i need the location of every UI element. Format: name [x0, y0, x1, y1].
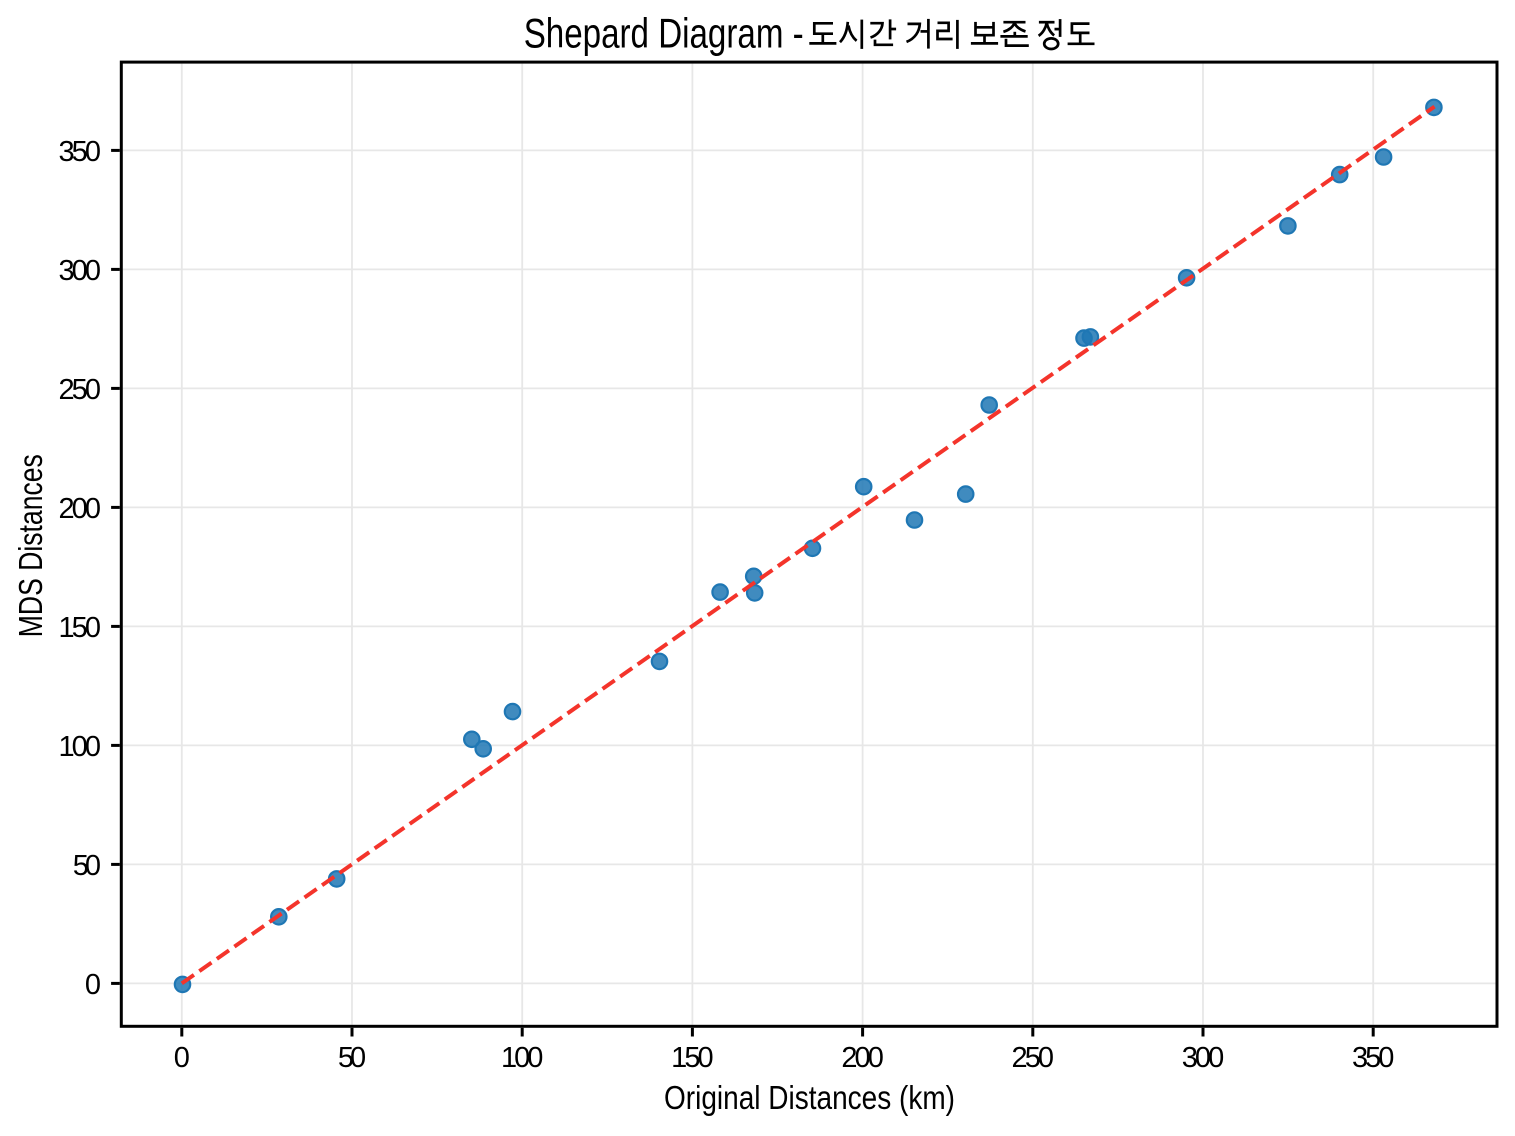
svg-text:250: 250 — [59, 374, 102, 406]
svg-text:250: 250 — [1012, 1042, 1055, 1074]
svg-text:200: 200 — [59, 493, 102, 525]
svg-text:Original Distances (km): Original Distances (km) — [664, 1080, 955, 1117]
svg-text:150: 150 — [59, 612, 102, 644]
svg-text:0: 0 — [85, 969, 101, 1001]
svg-text:0: 0 — [174, 1042, 190, 1074]
svg-text:100: 100 — [59, 731, 102, 763]
svg-text:50: 50 — [73, 850, 101, 882]
svg-text:150: 150 — [671, 1042, 714, 1074]
svg-text:200: 200 — [841, 1042, 884, 1074]
svg-text:350: 350 — [1352, 1042, 1395, 1074]
svg-text:350: 350 — [59, 136, 102, 168]
svg-text:300: 300 — [1182, 1042, 1225, 1074]
svg-text:50: 50 — [338, 1042, 366, 1074]
svg-text:100: 100 — [501, 1042, 544, 1074]
svg-text:Shepard Diagram -: Shepard Diagram - — [524, 9, 804, 56]
svg-text:300: 300 — [59, 255, 102, 287]
svg-text:MDS Distances: MDS Distances — [13, 454, 50, 637]
